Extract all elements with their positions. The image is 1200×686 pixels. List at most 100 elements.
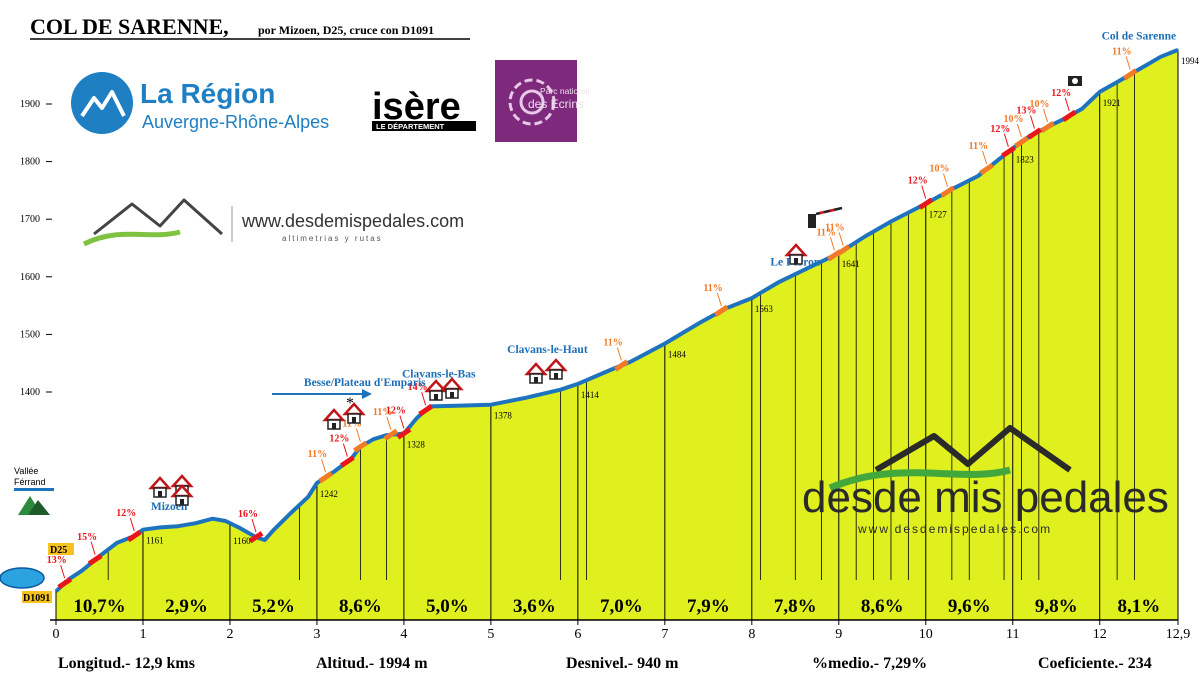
svg-text:La Région: La Région [140, 78, 275, 109]
house-icon [524, 362, 548, 384]
grade-label: 11% [969, 141, 988, 152]
grade-segment [1027, 127, 1042, 140]
house-door [794, 258, 798, 264]
grade-pointer [386, 416, 392, 430]
lake-icon [0, 567, 45, 589]
grade-pointer [129, 517, 135, 532]
grade-pointer [1064, 97, 1070, 112]
grade-label: 12% [908, 176, 928, 187]
grade-label: 11% [816, 227, 835, 238]
altitude-label: 1823 [1016, 154, 1034, 164]
grade-segment [1040, 120, 1055, 134]
house-icon [322, 408, 346, 430]
y-tick-label: 1700 [20, 214, 40, 225]
x-tick-label: 6 [574, 627, 581, 642]
grade-segment [383, 428, 399, 441]
grade-segment [713, 304, 729, 317]
y-tick-label: 1900 [20, 99, 40, 110]
region-logo: La Région Auvergne-Rhône-Alpes [71, 72, 329, 134]
svg-text:D1091: D1091 [23, 593, 50, 604]
grade-label: 16% [238, 509, 258, 520]
segment-grade: 8,6% [339, 596, 382, 617]
house-icon [342, 402, 366, 424]
house-door [180, 499, 184, 505]
isere-logo: isère LE DÉPARTEMENT [372, 86, 476, 131]
grade-pointer [1043, 108, 1049, 123]
altitude-label: 1563 [755, 304, 774, 314]
grade-segment [1122, 68, 1138, 81]
x-tick-label: 10 [919, 627, 933, 642]
house-door [450, 392, 454, 398]
altitude-label: 1160 [233, 536, 251, 546]
house-roof [544, 358, 568, 372]
stat-altitude: Altitud.- 1994 m [316, 655, 428, 672]
annotation-star: * [346, 395, 354, 412]
svg-text:des Ecrins: des Ecrins [528, 97, 584, 111]
grade-pointer [716, 292, 722, 307]
house-roof [524, 362, 548, 376]
grade-label: 11% [825, 222, 844, 233]
grade-pointer [829, 237, 835, 251]
x-tick-label: 9 [835, 627, 842, 642]
house-door [352, 417, 356, 423]
segment-grade: 5,2% [252, 596, 295, 617]
y-tick-label: 1800 [20, 157, 40, 168]
house-door [158, 491, 162, 497]
grade-segment [613, 359, 629, 372]
house-door [554, 373, 558, 379]
chart-subtitle: por Mizoen, D25, cruce con D1091 [258, 23, 434, 37]
grade-label: 12% [116, 508, 136, 519]
y-tick-label: 1400 [20, 387, 40, 398]
grade-segment [979, 163, 995, 176]
house-icon [440, 377, 464, 399]
altitude-label: 1641 [842, 259, 860, 269]
segment-grade: 7,8% [774, 596, 817, 617]
grade-pointer [60, 565, 66, 579]
segment-grade: 9,8% [1035, 596, 1078, 617]
svg-text:www.desdemispedales.com: www.desdemispedales.com [241, 211, 464, 231]
summit-camera-icon [1068, 76, 1082, 86]
grade-markers: 13%15%12% 16%11%12%11%11%12%14%11%11%11%1… [47, 47, 1138, 590]
grade-segment [87, 553, 103, 566]
svg-text:www.desdemispedales.com: www.desdemispedales.com [857, 522, 1052, 536]
grade-label: 11% [703, 283, 722, 294]
altitude-drop-lines [64, 71, 1135, 620]
grade-label: 11% [308, 449, 327, 460]
x-tick-label: 12 [1093, 627, 1107, 642]
grade-label: 11% [373, 407, 392, 418]
altitude-label: 1727 [929, 210, 948, 220]
grade-label: 13% [47, 555, 67, 566]
stat-length: Longitud.- 12,9 kms [58, 655, 195, 672]
stat-coef: Coeficiente.- 234 [1038, 655, 1152, 672]
vallee-ferrand-logo: Vallée Férrand [14, 466, 54, 515]
grade-pointer [616, 347, 622, 361]
x-tick-label: 1 [139, 627, 146, 642]
grade-pointer [321, 459, 327, 473]
grade-label: 13% [1016, 106, 1036, 117]
segment-grade: 7,9% [687, 596, 730, 617]
grade-segment [418, 404, 434, 417]
svg-text:D25: D25 [50, 545, 67, 556]
house-door [534, 377, 538, 383]
house-icon [544, 358, 568, 380]
place-label: Mizoen [151, 501, 188, 513]
grade-pointer [421, 392, 427, 406]
x-tick-label: 5 [487, 627, 494, 642]
grade-pointer [342, 443, 348, 457]
altitude-label: 1994 [1181, 56, 1200, 66]
grade-label: 14% [408, 382, 428, 393]
svg-text:Parc national: Parc national [540, 86, 590, 96]
grade-segment [339, 455, 355, 468]
grade-segment [940, 185, 955, 198]
grade-segment [57, 577, 73, 590]
house-icon [148, 476, 172, 498]
grade-segment [1014, 135, 1029, 149]
grade-pointer [838, 232, 844, 246]
d1091-badge: D1091 [22, 591, 52, 604]
house-door [332, 423, 336, 429]
segment-grade: 8,1% [1117, 596, 1160, 617]
grade-label: 12% [990, 124, 1010, 135]
x-tick-label: 8 [748, 627, 755, 642]
grade-pointer [1016, 123, 1022, 138]
chart-title: COL DE SARENNE, [30, 14, 229, 39]
